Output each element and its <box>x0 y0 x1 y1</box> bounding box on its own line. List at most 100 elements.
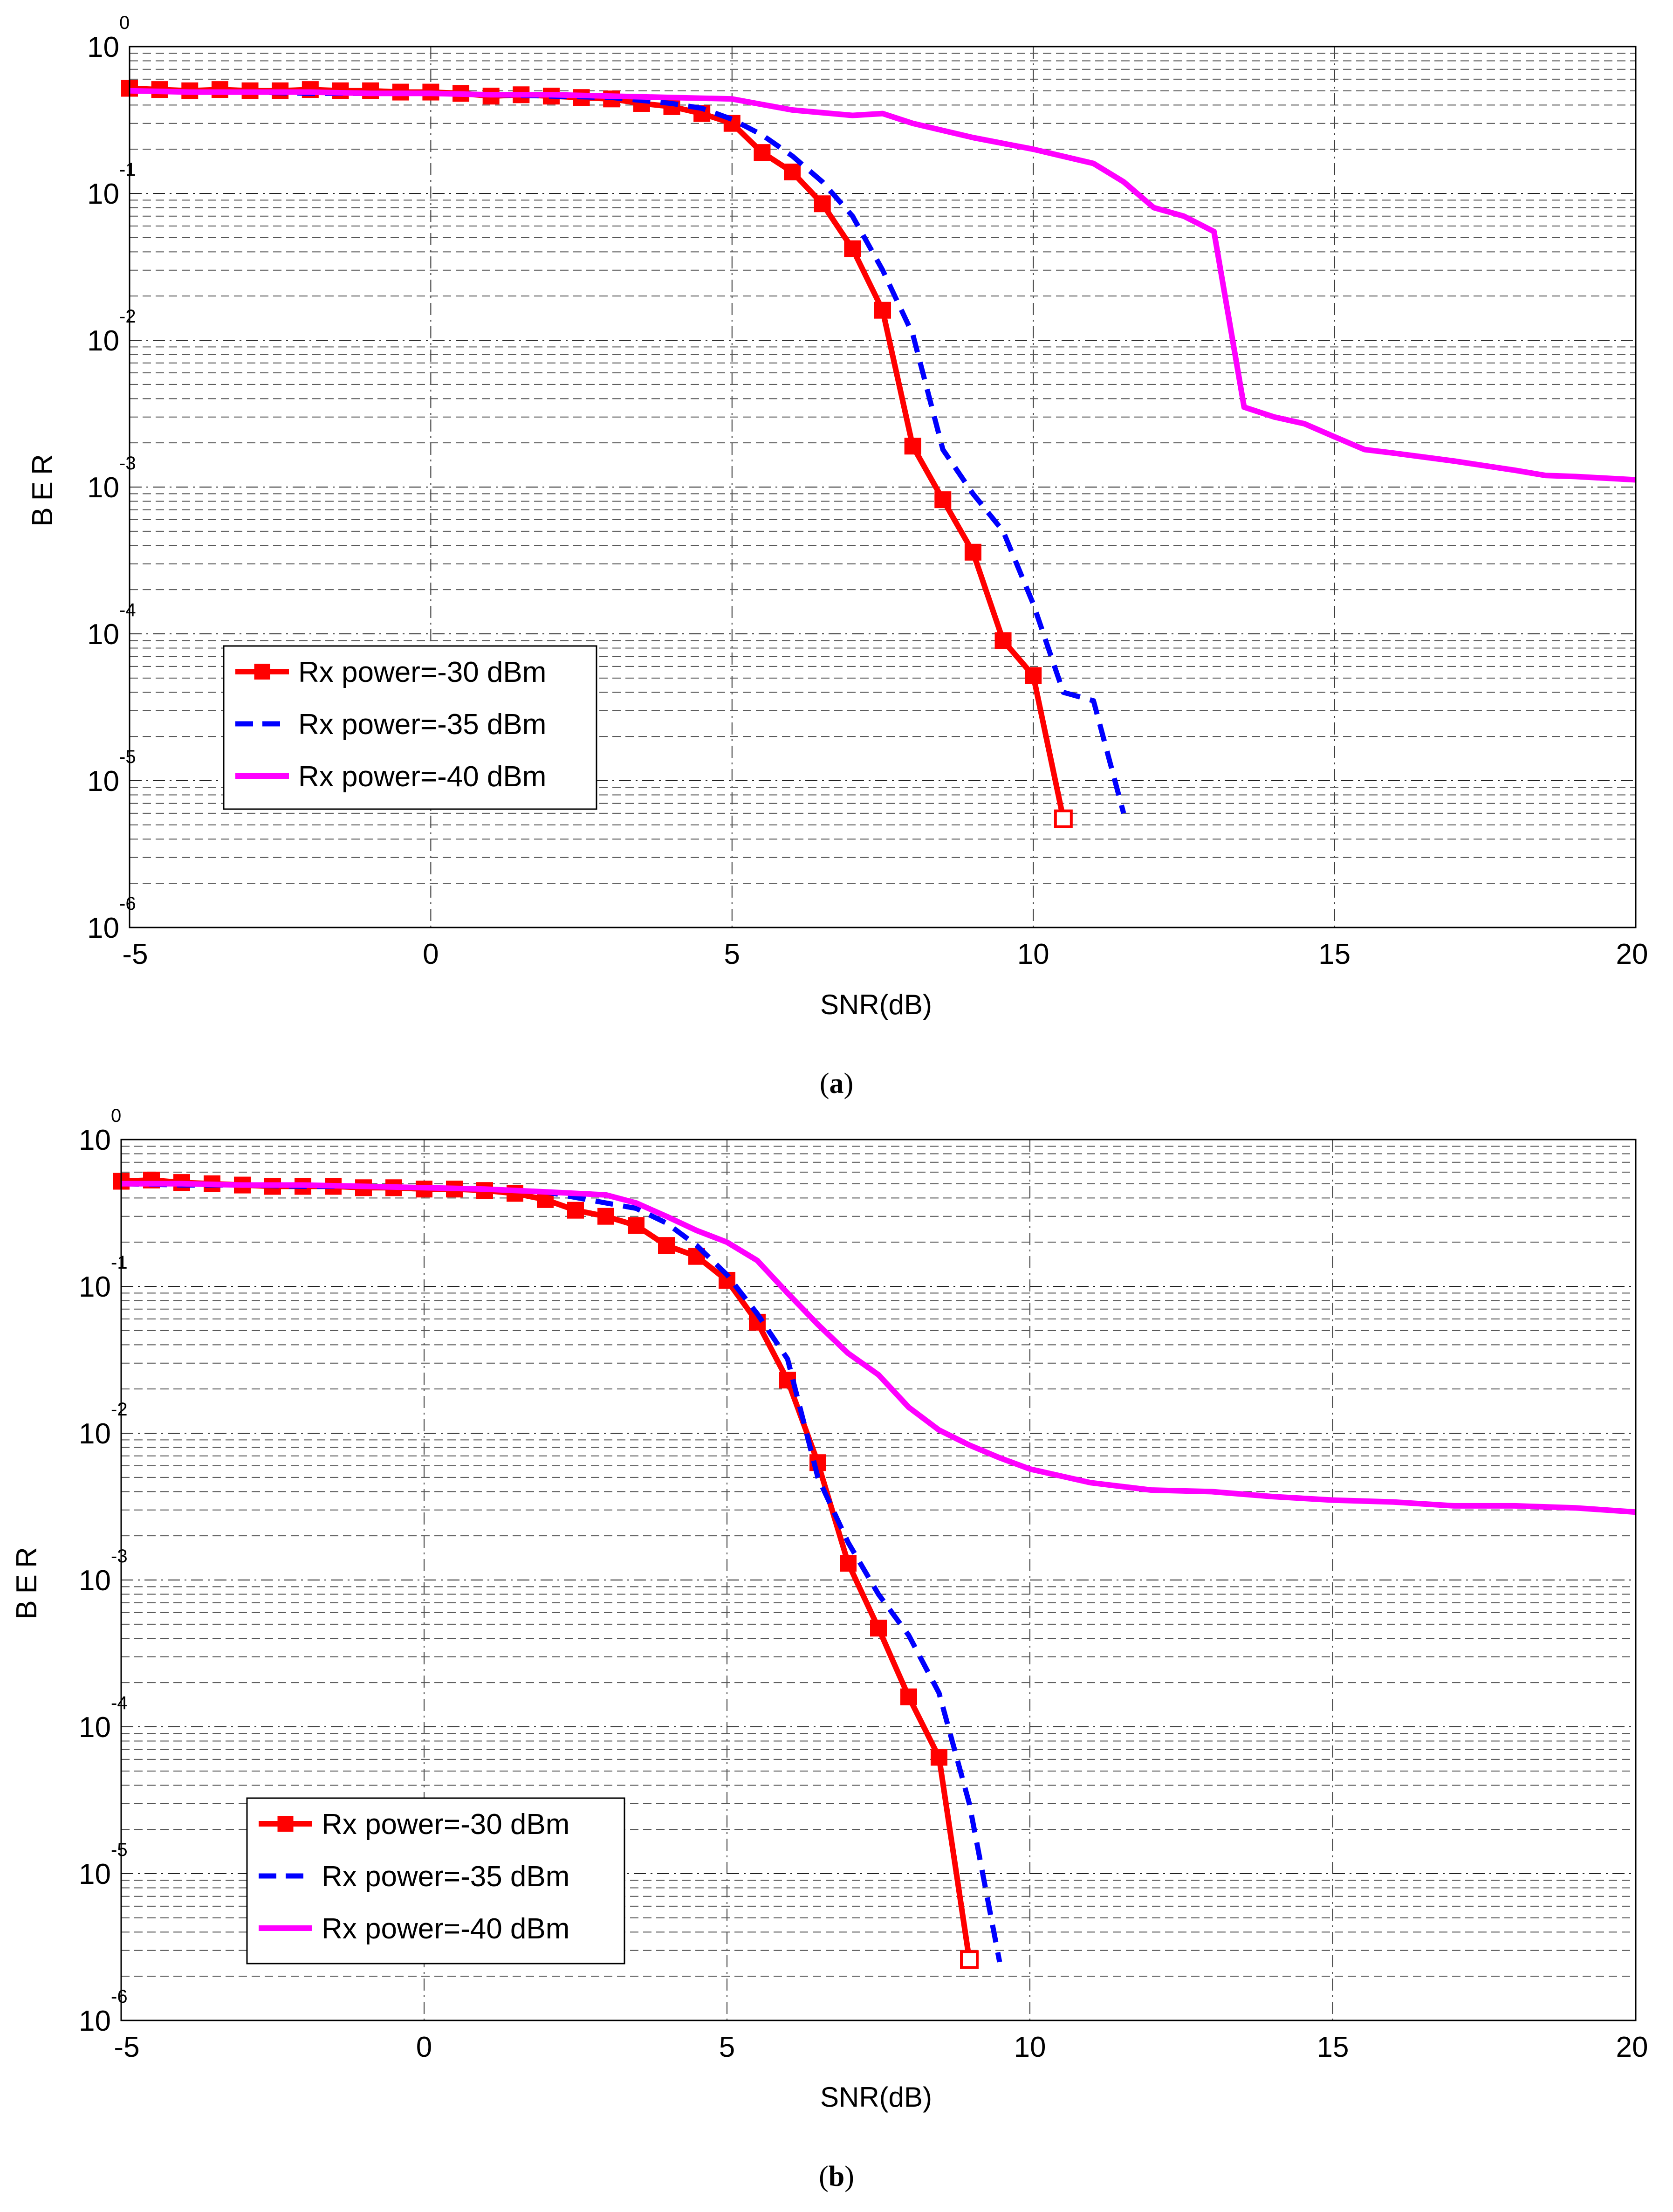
data-point-marker <box>844 240 861 257</box>
y-tick-label: 10 <box>79 1418 111 1450</box>
series-line <box>121 1181 1636 1515</box>
legend: Rx power=-30 dBm Rx power=-35 dBm Rx power… <box>246 1797 625 1965</box>
legend-items: Rx power=-30 dBm Rx power=-35 dBm Rx power… <box>235 656 546 793</box>
data-point-marker <box>874 302 891 319</box>
y-tick-exponent: 0 <box>111 1106 121 1126</box>
legend-item: Rx power=-35 dBm <box>259 1861 569 1893</box>
x-tick-label: 0 <box>423 938 439 970</box>
panel-caption: (a) <box>820 1068 853 1099</box>
y-tick-label: 10 <box>87 31 119 63</box>
y-tick-exponent: -3 <box>111 1546 128 1566</box>
x-tick-label: 5 <box>724 938 740 970</box>
plot-frame <box>129 46 1637 928</box>
legend-label: Rx power=-35 dBm <box>322 1861 569 1893</box>
chart-panel-b: -5 0 5 10 15 20 010-110-210-310-410-510-610 S… <box>11 1106 1648 2192</box>
x-tick-labels: -5 0 5 10 15 20 <box>122 938 1648 970</box>
legend-item: Rx power=-35 dBm <box>235 708 546 741</box>
y-tick-label: 10 <box>87 618 119 651</box>
data-point-marker <box>1054 809 1073 828</box>
plot-frame <box>120 1139 1637 2021</box>
x-tick-label: 15 <box>1318 938 1351 970</box>
series-layer <box>121 80 1636 828</box>
data-point-marker <box>934 491 952 508</box>
data-point-marker <box>597 1208 614 1225</box>
y-tick-exponent: -4 <box>111 1693 128 1713</box>
legend-items: Rx power=-30 dBm Rx power=-35 dBm Rx power… <box>259 1808 569 1945</box>
legend-item: Rx power=-40 dBm <box>235 761 546 793</box>
y-tick-exponent: 0 <box>119 13 130 33</box>
y-tick-label: 10 <box>79 1124 111 1156</box>
y-tick-exponent: -5 <box>111 1840 128 1860</box>
x-tick-label: 5 <box>719 2031 735 2063</box>
legend: Rx power=-30 dBm Rx power=-35 dBm Rx power… <box>223 645 597 810</box>
legend-item: Rx power=-30 dBm <box>259 1808 569 1841</box>
x-tick-label: -5 <box>122 938 148 970</box>
data-point-marker <box>964 543 981 561</box>
y-tick-label: 10 <box>87 178 119 210</box>
series-3 <box>130 88 1636 483</box>
x-axis-label: SNR(dB) <box>820 2081 932 2113</box>
legend-label: Rx power=-30 dBm <box>298 656 546 688</box>
x-tick-label: 20 <box>1616 938 1648 970</box>
panel-caption: (b) <box>819 2161 854 2192</box>
x-tick-labels: -5 0 5 10 15 20 <box>114 2031 1648 2063</box>
data-point-marker <box>904 438 921 455</box>
y-tick-label: 10 <box>79 1565 111 1597</box>
x-tick-label: 0 <box>416 2031 432 2063</box>
legend-label: Rx power=-30 dBm <box>322 1808 569 1841</box>
series-line <box>130 88 1636 483</box>
y-tick-exponent: -6 <box>111 1986 128 2007</box>
x-tick-label: 10 <box>1014 2031 1046 2063</box>
data-point-marker <box>1025 667 1042 684</box>
y-tick-label: 10 <box>87 765 119 797</box>
data-point-marker <box>994 632 1012 649</box>
x-tick-label: 10 <box>1017 938 1049 970</box>
y-tick-label: 10 <box>79 1858 111 1890</box>
data-point-marker <box>931 1749 947 1766</box>
y-tick-exponent: -1 <box>119 159 136 180</box>
y-axis-label: BER <box>27 447 59 526</box>
y-tick-label: 10 <box>79 1711 111 1744</box>
legend-item: Rx power=-40 dBm <box>259 1913 569 1945</box>
legend-label: Rx power=-40 dBm <box>298 761 546 793</box>
data-point-marker <box>784 163 801 180</box>
data-point-marker <box>870 1620 887 1637</box>
y-tick-label: 10 <box>87 472 119 504</box>
legend-label: Rx power=-35 dBm <box>298 708 546 741</box>
series-2 <box>130 88 1126 814</box>
y-tick-exponent: -4 <box>119 600 136 620</box>
y-axis-label: BER <box>11 1540 43 1619</box>
data-point-marker <box>628 1217 645 1234</box>
y-tick-exponent: -3 <box>119 453 136 474</box>
series-line <box>130 88 1126 814</box>
x-tick-label: -5 <box>114 2031 139 2063</box>
data-point-marker <box>658 1237 675 1254</box>
y-tick-label: 10 <box>87 912 119 944</box>
data-point-marker <box>567 1202 584 1219</box>
y-tick-label: 10 <box>87 325 119 357</box>
x-tick-label: 15 <box>1317 2031 1349 2063</box>
data-point-marker <box>754 144 771 161</box>
data-point-marker <box>840 1555 857 1572</box>
y-tick-exponent: -6 <box>119 893 136 914</box>
x-axis-label: SNR(dB) <box>820 989 932 1020</box>
series-3 <box>121 1181 1636 1515</box>
y-tick-exponent: -1 <box>111 1252 128 1273</box>
data-point-marker <box>900 1688 917 1705</box>
chart-panel-a: -5 0 5 10 15 20 010-110-210-310-410-510-610 S… <box>27 13 1648 1099</box>
y-tick-labels: 010-110-210-310-410-510-610 <box>87 13 136 944</box>
y-tick-labels: 010-110-210-310-410-510-610 <box>79 1106 128 2037</box>
data-point-marker <box>814 195 831 213</box>
y-tick-exponent: -2 <box>111 1399 128 1420</box>
y-tick-exponent: -2 <box>119 306 136 327</box>
data-point-marker <box>960 1950 979 1969</box>
legend-marker <box>254 664 270 680</box>
x-tick-label: 20 <box>1616 2031 1648 2063</box>
legend-label: Rx power=-40 dBm <box>322 1913 569 1945</box>
legend-marker <box>277 1816 294 1832</box>
y-tick-label: 10 <box>79 1271 111 1303</box>
y-tick-exponent: -5 <box>119 747 136 767</box>
legend-item: Rx power=-30 dBm <box>235 656 546 688</box>
y-tick-label: 10 <box>79 2005 111 2037</box>
